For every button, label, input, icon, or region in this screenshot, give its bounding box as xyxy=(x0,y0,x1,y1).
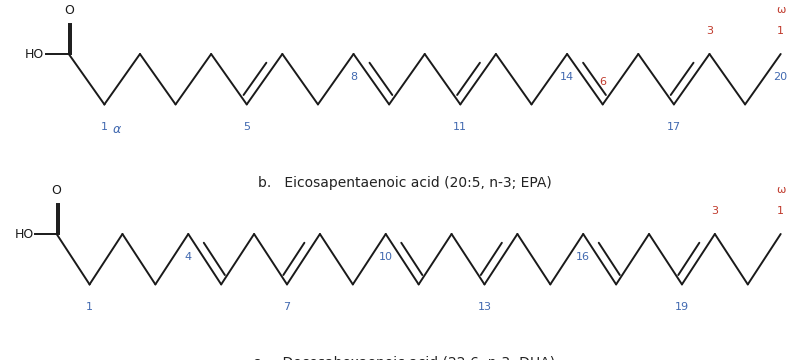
Text: α: α xyxy=(112,123,121,136)
Text: 5: 5 xyxy=(244,122,250,132)
Text: O: O xyxy=(52,184,61,197)
Text: ω: ω xyxy=(776,185,786,195)
Text: 6: 6 xyxy=(599,77,606,87)
Text: 1: 1 xyxy=(777,26,784,36)
Text: 16: 16 xyxy=(576,252,591,262)
Text: 13: 13 xyxy=(477,302,492,312)
Text: 10: 10 xyxy=(379,252,392,262)
Text: 1: 1 xyxy=(86,302,93,312)
Text: 3: 3 xyxy=(711,206,718,216)
Text: HO: HO xyxy=(15,228,34,240)
Text: 17: 17 xyxy=(667,122,681,132)
Text: 20: 20 xyxy=(773,72,788,82)
Text: 1: 1 xyxy=(777,206,784,216)
Text: 3: 3 xyxy=(706,26,713,36)
Text: 19: 19 xyxy=(675,302,689,312)
Text: ω: ω xyxy=(776,5,786,15)
Text: 8: 8 xyxy=(350,72,357,82)
Text: HO: HO xyxy=(24,48,44,60)
Text: 1: 1 xyxy=(101,122,108,132)
Text: 7: 7 xyxy=(283,302,290,312)
Text: 14: 14 xyxy=(560,72,574,82)
Text: b.   Eicosapentaenoic acid (20:5, n-3; EPA): b. Eicosapentaenoic acid (20:5, n-3; EPA… xyxy=(257,176,552,190)
Text: c.    Docosahexaenoic acid (22:6, n-3; DHA): c. Docosahexaenoic acid (22:6, n-3; DHA) xyxy=(253,356,556,360)
Text: 11: 11 xyxy=(453,122,468,132)
Text: O: O xyxy=(64,4,74,17)
Text: 4: 4 xyxy=(184,252,192,262)
